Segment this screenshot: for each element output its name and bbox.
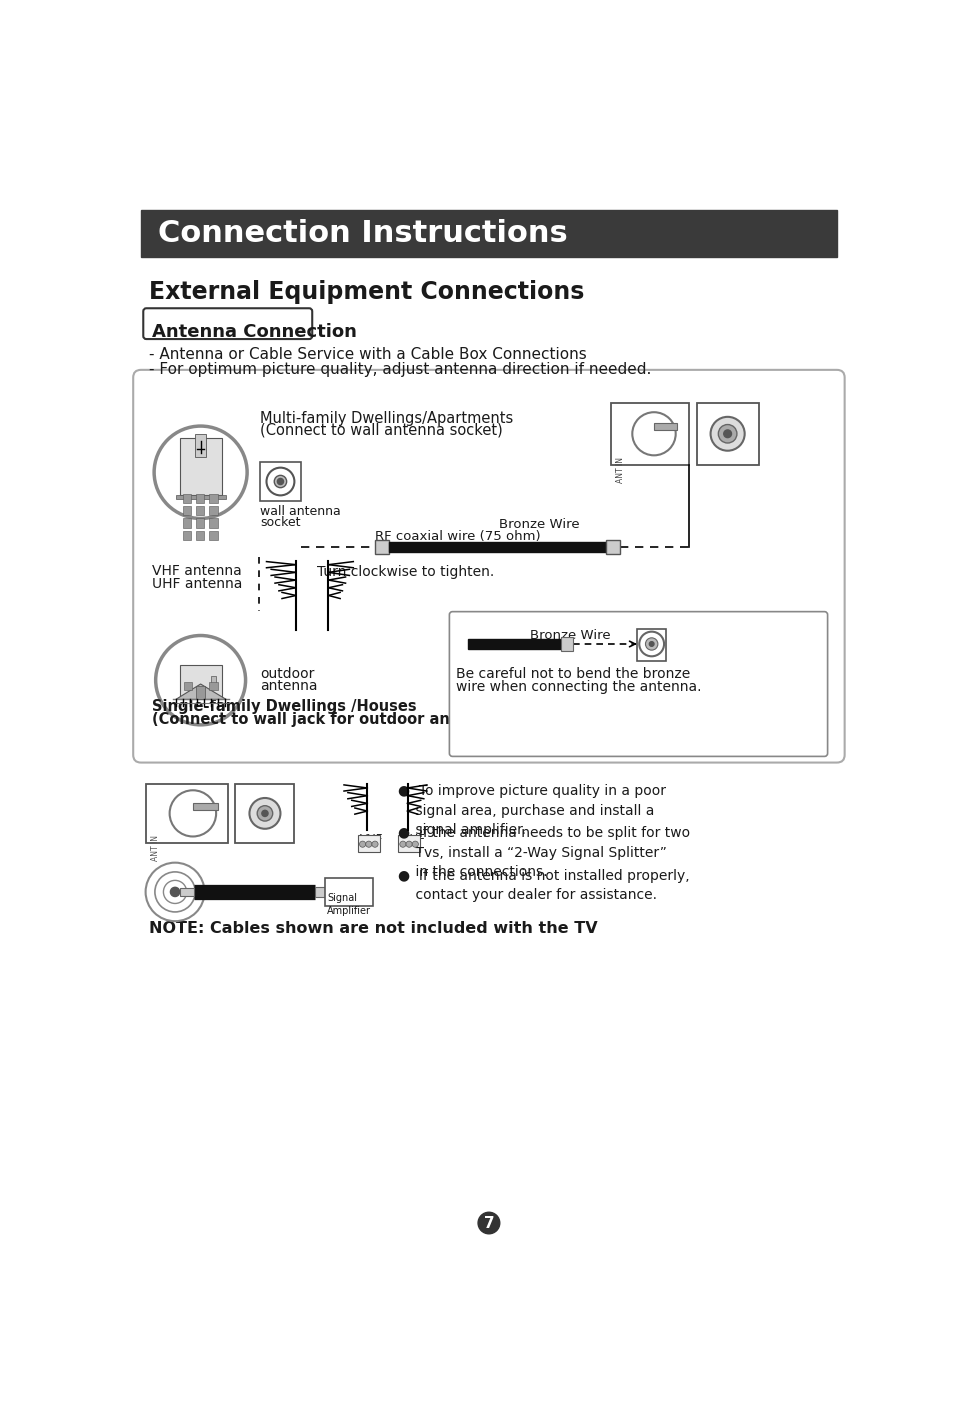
Text: UHF: UHF: [400, 832, 424, 846]
Bar: [611, 403, 688, 465]
FancyBboxPatch shape: [133, 370, 843, 762]
Bar: [183, 682, 192, 691]
Bar: [183, 531, 192, 539]
Bar: [195, 531, 204, 539]
Circle shape: [412, 841, 418, 848]
Circle shape: [359, 841, 365, 848]
Text: outdoor: outdoor: [260, 667, 314, 681]
Text: Bronze Wire: Bronze Wire: [498, 518, 579, 531]
Bar: [179, 888, 193, 895]
Bar: [179, 664, 222, 699]
Text: ANT IN: ANT IN: [151, 835, 160, 862]
FancyBboxPatch shape: [449, 612, 827, 757]
Text: socket: socket: [260, 516, 300, 530]
Bar: [146, 785, 228, 842]
Bar: [397, 835, 419, 852]
Text: Turn clockwise to tighten.: Turn clockwise to tighten.: [316, 566, 494, 580]
Bar: [654, 423, 677, 430]
Circle shape: [710, 417, 744, 451]
Bar: [209, 518, 217, 528]
Text: ANT IN: ANT IN: [616, 457, 624, 483]
Text: wire when connecting the antenna.: wire when connecting the antenna.: [456, 679, 701, 693]
Circle shape: [257, 806, 273, 821]
Text: RF coaxial wire (75 ohm): RF coaxial wire (75 ohm): [375, 530, 540, 544]
Bar: [696, 403, 758, 465]
Circle shape: [477, 1212, 499, 1234]
Bar: [637, 629, 666, 661]
Bar: [195, 685, 205, 699]
Bar: [209, 506, 217, 516]
Bar: [195, 434, 206, 457]
Bar: [183, 506, 192, 516]
Text: UHF antenna: UHF antenna: [152, 577, 242, 591]
Circle shape: [645, 637, 658, 650]
Bar: [209, 493, 217, 503]
Polygon shape: [175, 684, 226, 699]
Bar: [211, 675, 216, 688]
Bar: [235, 785, 294, 842]
Bar: [195, 493, 204, 503]
Text: ●  If the antenna is not installed properly,
    contact your dealer for assista: ● If the antenna is not installed proper…: [397, 869, 689, 902]
Bar: [183, 518, 192, 528]
Text: Bronze Wire: Bronze Wire: [530, 629, 610, 642]
Circle shape: [365, 841, 372, 848]
Circle shape: [406, 841, 412, 848]
Text: (Connect to wall jack for outdoor antenna): (Connect to wall jack for outdoor antenn…: [152, 712, 504, 727]
Bar: [193, 803, 218, 810]
Circle shape: [372, 841, 377, 848]
Bar: [389, 542, 605, 552]
Bar: [375, 539, 389, 553]
Text: ●  If the antenna needs to be split for two
    Tvs, install a “2-Way Signal Spl: ● If the antenna needs to be split for t…: [397, 827, 690, 880]
Text: - Antenna or Cable Service with a Cable Box Connections: - Antenna or Cable Service with a Cable …: [149, 347, 586, 361]
Text: VHF antenna: VHF antenna: [152, 563, 241, 577]
Bar: [560, 637, 573, 651]
Text: ●  To improve picture quality in a poor
    signal area, purchase and install a
: ● To improve picture quality in a poor s…: [397, 785, 665, 838]
Circle shape: [171, 887, 179, 897]
Text: - For optimum picture quality, adjust antenna direction if needed.: - For optimum picture quality, adjust an…: [149, 363, 650, 377]
Circle shape: [249, 799, 280, 829]
Bar: [141, 210, 836, 256]
Bar: [183, 493, 192, 503]
Text: (Connect to wall antenna socket): (Connect to wall antenna socket): [260, 423, 502, 439]
Text: 7: 7: [483, 1216, 494, 1230]
Text: Antenna Connection: Antenna Connection: [152, 322, 356, 340]
Text: Signal
Amplifier: Signal Amplifier: [327, 894, 371, 916]
Text: antenna: antenna: [260, 678, 317, 692]
Bar: [468, 639, 560, 649]
Bar: [357, 835, 379, 852]
Bar: [195, 506, 204, 516]
Bar: [260, 462, 300, 500]
Bar: [209, 531, 217, 539]
Circle shape: [718, 425, 736, 443]
Circle shape: [649, 642, 654, 646]
Text: VHF: VHF: [359, 832, 382, 846]
Circle shape: [261, 810, 268, 817]
Text: NOTE: Cables shown are not included with the TV: NOTE: Cables shown are not included with…: [149, 922, 597, 936]
Bar: [325, 878, 373, 906]
Text: Connection Instructions: Connection Instructions: [158, 219, 567, 248]
Text: External Equipment Connections: External Equipment Connections: [149, 280, 583, 304]
Circle shape: [723, 430, 731, 437]
Bar: [175, 495, 226, 499]
Text: Be careful not to bend the bronze: Be careful not to bend the bronze: [456, 667, 690, 681]
Bar: [195, 518, 204, 528]
Circle shape: [274, 475, 286, 488]
Text: Single-family Dwellings /Houses: Single-family Dwellings /Houses: [152, 699, 416, 715]
FancyBboxPatch shape: [143, 308, 312, 339]
Text: wall antenna: wall antenna: [260, 506, 340, 518]
Circle shape: [277, 478, 283, 485]
Bar: [605, 539, 619, 553]
Bar: [209, 682, 217, 691]
Circle shape: [399, 841, 406, 848]
Bar: [179, 437, 222, 496]
Bar: [314, 887, 325, 897]
Text: Multi-family Dwellings/Apartments: Multi-family Dwellings/Apartments: [260, 410, 513, 426]
